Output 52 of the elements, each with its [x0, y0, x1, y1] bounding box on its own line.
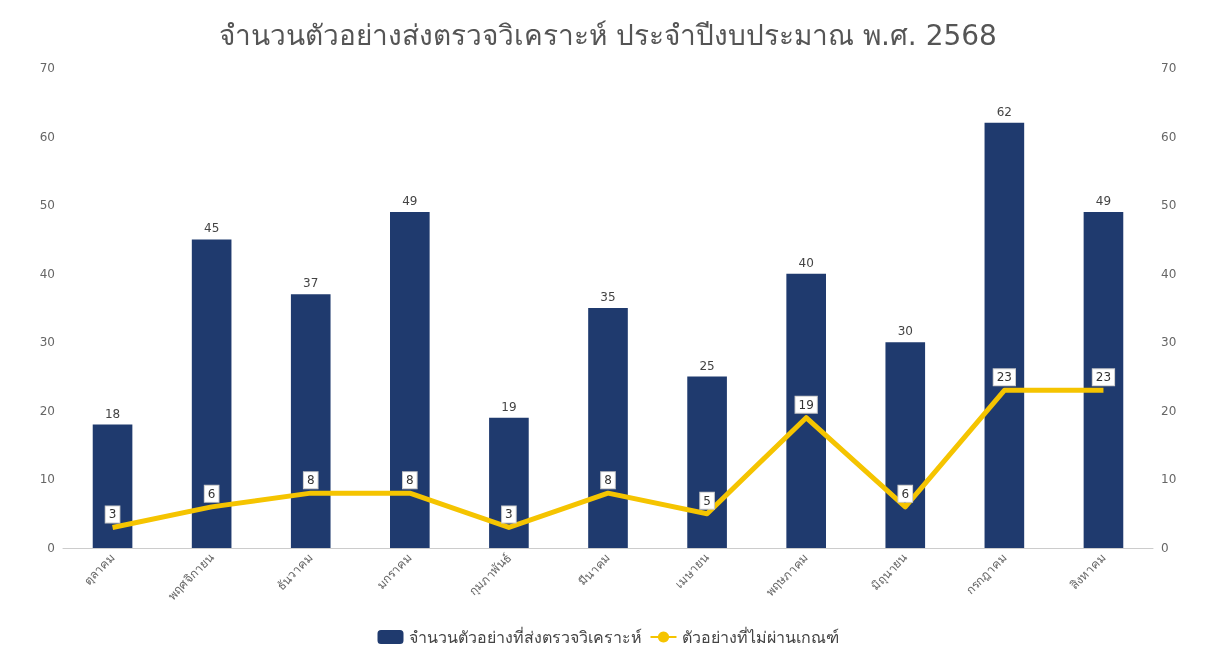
- y-tick-label: 50: [39, 198, 55, 213]
- data-label: 23: [1095, 370, 1112, 385]
- bar: [588, 308, 628, 548]
- data-label: 49: [402, 194, 418, 208]
- data-label: 62: [996, 104, 1012, 119]
- data-label: 6: [207, 486, 216, 501]
- y-tick-label: 10: [39, 472, 55, 487]
- y-tick-label: 20: [39, 403, 55, 418]
- y-tick-label: 30: [39, 335, 55, 350]
- data-label: 6: [901, 486, 910, 501]
- y-tick-label: 40: [39, 266, 55, 281]
- data-label: 49: [1095, 194, 1112, 208]
- data-label: 19: [798, 397, 814, 412]
- data-label: 25: [699, 358, 715, 373]
- bar: [290, 294, 331, 548]
- data-label: 37: [303, 276, 319, 291]
- y-tick-label: 0: [47, 541, 55, 555]
- data-label: 45: [204, 221, 220, 236]
- y2-tick-label: 0: [1161, 541, 1169, 555]
- y2-tick-label: 60: [1161, 129, 1177, 144]
- bar: [984, 122, 1025, 548]
- y2-tick-label: 30: [1161, 335, 1177, 350]
- y2-tick-label: 10: [1161, 472, 1177, 487]
- data-label: 5: [703, 493, 711, 508]
- legend-label: ตัวอย่างที่ไม่ผ่านเกณฑ์: [681, 625, 839, 647]
- bar: [1083, 212, 1124, 548]
- bar: [489, 417, 529, 548]
- data-label: 18: [104, 406, 121, 421]
- y-tick-label: 70: [39, 61, 55, 75]
- bar: [390, 212, 430, 548]
- y2-tick-label: 20: [1161, 403, 1177, 418]
- bar: [885, 342, 926, 548]
- y2-tick-label: 40: [1161, 266, 1177, 281]
- data-label: 8: [406, 473, 414, 488]
- data-label: 23: [996, 370, 1012, 385]
- bar: [687, 376, 727, 548]
- data-label: 19: [501, 399, 517, 414]
- data-label: 8: [306, 473, 315, 488]
- legend-label: จำนวนตัวอย่างที่ส่งตรวจวิเคราะห์: [408, 625, 642, 647]
- chart-title: จำนวนตัวอย่างส่งตรวจวิเคราะห์ ประจำปีงบประมาณ พ.ศ. 2568: [219, 18, 997, 52]
- data-label: 30: [897, 324, 913, 339]
- data-label: 35: [600, 290, 616, 304]
- bar: [786, 273, 826, 548]
- data-label: 3: [108, 507, 117, 522]
- data-label: 3: [505, 507, 513, 522]
- data-label: 8: [604, 473, 612, 488]
- bar: [92, 424, 133, 548]
- bar: [191, 239, 232, 548]
- y-tick-label: 60: [39, 129, 55, 144]
- y2-tick-label: 70: [1161, 61, 1177, 75]
- data-label: 40: [798, 255, 814, 270]
- y2-tick-label: 50: [1161, 198, 1177, 213]
